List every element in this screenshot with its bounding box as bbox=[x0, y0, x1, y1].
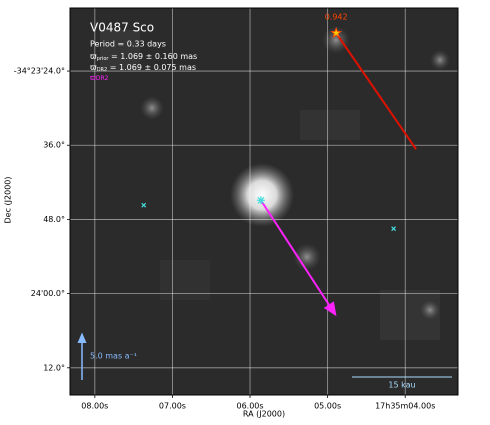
x-tick-label: 07.00s bbox=[159, 402, 186, 411]
prior-motion-line bbox=[335, 32, 417, 150]
y-tick-label: 12.0° bbox=[43, 363, 65, 372]
x-tick-label: 05.00s bbox=[314, 402, 341, 411]
legend-dr2: ϖDR2 bbox=[90, 74, 109, 82]
target-marker bbox=[256, 196, 265, 205]
text: = 1.069 ± 0.075 mas bbox=[107, 63, 196, 72]
prior-star bbox=[330, 26, 343, 39]
text: = 1.069 ± 0.160 mas bbox=[108, 52, 197, 61]
prior-star-label: 0.942 bbox=[325, 13, 348, 22]
image-sources bbox=[100, 26, 450, 340]
title: V0487 Sco bbox=[90, 21, 154, 35]
x-tick-label: 17h35m04.00s bbox=[375, 402, 435, 411]
x-axis-label: RA (J2000) bbox=[243, 410, 285, 419]
plot-frame bbox=[69, 7, 459, 396]
sub: DR2 bbox=[97, 67, 108, 73]
symbol: ϖ bbox=[90, 52, 97, 61]
parallax-dr2: ϖDR2 = 1.069 ± 0.075 mas bbox=[90, 63, 196, 73]
sub: prior bbox=[97, 56, 110, 62]
x-tick-label: 08.00s bbox=[81, 402, 108, 411]
pm-scale-label: 5.0 mas a⁻¹ bbox=[90, 352, 137, 361]
dr2-motion-arrow bbox=[260, 199, 337, 317]
y-tick-label: 48.0° bbox=[43, 215, 65, 224]
distance-scale-label: 15 kau bbox=[388, 381, 415, 390]
y-tick-label: 36.0° bbox=[43, 141, 65, 150]
y-tick-label: -34°23'24.0° bbox=[14, 67, 65, 76]
period: Period = 0.33 days bbox=[90, 40, 166, 49]
symbol: ϖ bbox=[90, 63, 97, 72]
parallax-prior: ϖprior = 1.069 ± 0.160 mas bbox=[90, 52, 197, 62]
x-tick-label: 06.00s bbox=[236, 402, 263, 411]
y-tick-label: 24'00.0° bbox=[31, 289, 65, 298]
neighbor-marker bbox=[391, 226, 397, 232]
sub: DR2 bbox=[96, 75, 109, 82]
neighbor-marker bbox=[141, 202, 147, 208]
symbol: ϖ bbox=[90, 74, 96, 82]
y-axis-label: Dec (J2000) bbox=[4, 177, 13, 224]
